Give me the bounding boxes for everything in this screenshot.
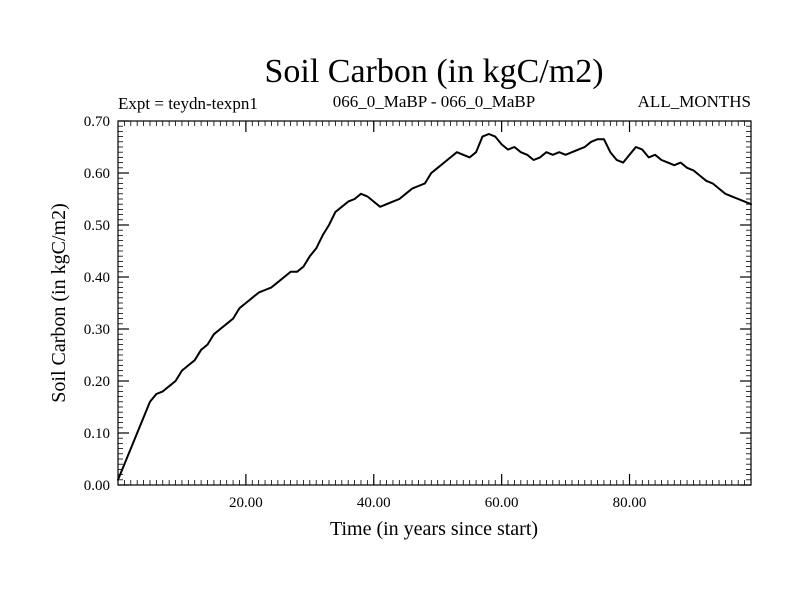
y-tick-label: 0.30 bbox=[84, 322, 110, 338]
axis-tick-labels: 20.00 40.00 60.00 80.00 0.00 0.10 0.20 0.30 0.40… bbox=[84, 114, 647, 511]
y-axis-label: Soil Carbon (in kgC/m2) bbox=[48, 203, 70, 402]
y-tick-label: 0.20 bbox=[84, 374, 110, 390]
series-line-0 bbox=[117, 133, 752, 481]
axis-ticks bbox=[117, 120, 752, 486]
x-tick-label: 80.00 bbox=[613, 495, 647, 511]
series-layer bbox=[117, 133, 752, 481]
chart-subtitle-right: ALL_MONTHS bbox=[638, 92, 751, 111]
y-tick-label: 0.40 bbox=[84, 270, 110, 286]
y-tick-label: 0.10 bbox=[84, 426, 110, 442]
chart-subtitle-center: 066_0_MaBP - 066_0_MaBP bbox=[333, 92, 535, 111]
chart-title: Soil Carbon (in kgC/m2) bbox=[264, 53, 603, 90]
x-tick-label: 60.00 bbox=[485, 495, 519, 511]
y-tick-label: 0.00 bbox=[84, 478, 110, 494]
x-tick-label: 40.00 bbox=[357, 495, 391, 511]
plot-frame bbox=[117, 120, 752, 486]
x-tick-label: 20.00 bbox=[229, 495, 263, 511]
y-tick-label: 0.60 bbox=[84, 166, 110, 182]
chart-subtitle-left: Expt = teydn-texpn1 bbox=[118, 94, 258, 113]
x-axis-label: Time (in years since start) bbox=[330, 518, 538, 540]
y-tick-label: 0.70 bbox=[84, 114, 110, 130]
y-tick-label: 0.50 bbox=[84, 218, 110, 234]
